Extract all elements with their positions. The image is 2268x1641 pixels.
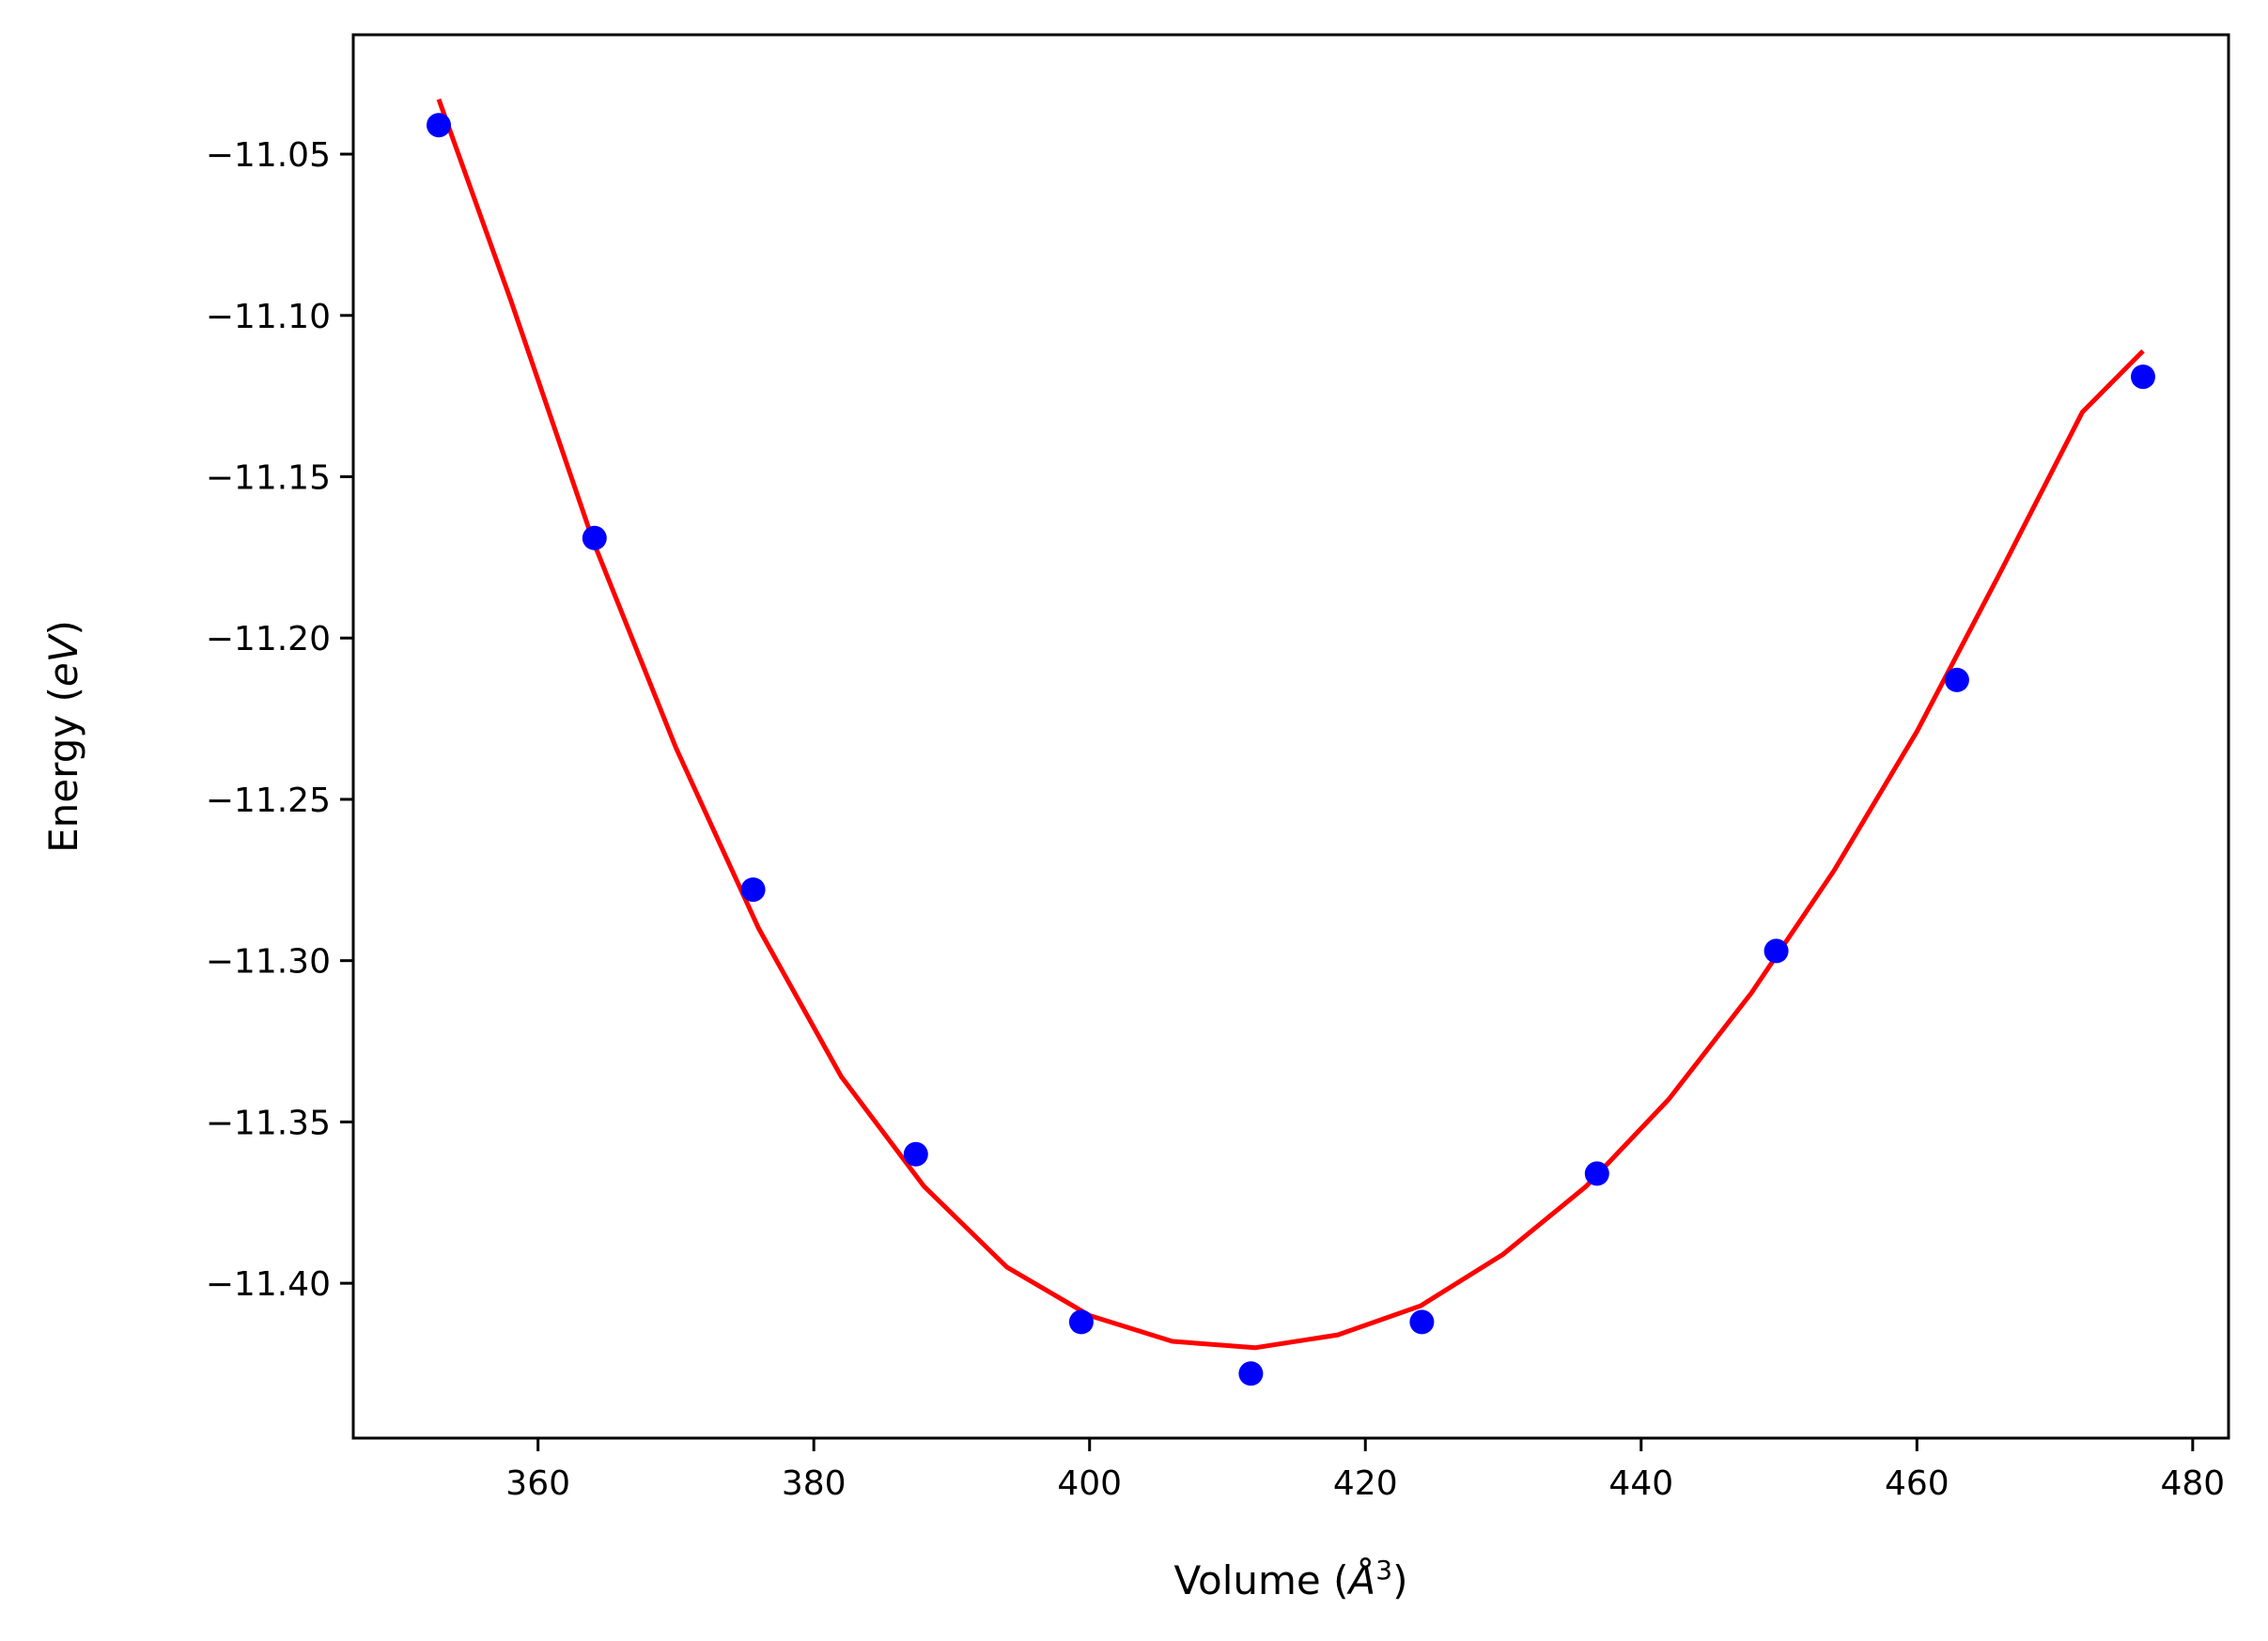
y-axis-ticks: −11.05 −11.10 −11.15 −11.20 −11.25 −11.30 −11.… bbox=[206, 136, 353, 1304]
x-tick-label: 400 bbox=[1057, 1464, 1122, 1503]
data-point bbox=[740, 877, 766, 903]
data-point bbox=[1068, 1309, 1094, 1335]
y-tick-label: −11.25 bbox=[206, 782, 331, 820]
y-tick-label: −11.15 bbox=[206, 459, 331, 498]
x-tick-label: 440 bbox=[1608, 1464, 1673, 1503]
data-point bbox=[2131, 364, 2155, 390]
y-tick-label: −11.05 bbox=[206, 136, 331, 175]
data-point bbox=[1763, 938, 1789, 964]
data-point bbox=[582, 525, 607, 550]
y-tick-label: −11.35 bbox=[206, 1104, 331, 1142]
data-point bbox=[903, 1141, 928, 1167]
axes-frame bbox=[351, 33, 2230, 1440]
y-tick-label: −11.40 bbox=[206, 1265, 331, 1304]
x-tick-label: 460 bbox=[1885, 1464, 1950, 1503]
y-tick-label: −11.20 bbox=[206, 620, 331, 658]
x-tick-label: 480 bbox=[2160, 1464, 2225, 1503]
x-axis-label: Volume (Å3) bbox=[1174, 1555, 1408, 1603]
x-tick-label: 360 bbox=[505, 1464, 570, 1503]
data-points-layer bbox=[427, 113, 2155, 1386]
y-tick-label: −11.30 bbox=[206, 943, 331, 982]
data-point bbox=[1409, 1309, 1435, 1335]
y-tick-label: −11.10 bbox=[206, 298, 331, 336]
x-axis-ticks: 360 380 400 420 440 460 480 bbox=[505, 1438, 2225, 1503]
fit-curve-layer bbox=[436, 98, 2145, 1351]
data-point bbox=[1238, 1361, 1264, 1386]
data-point bbox=[427, 113, 451, 138]
fit-curve-line bbox=[436, 98, 2145, 1351]
x-tick-label: 380 bbox=[782, 1464, 847, 1503]
data-point bbox=[1944, 667, 1969, 692]
data-point bbox=[1584, 1161, 1609, 1186]
y-axis-label: Energy (eV) bbox=[40, 620, 86, 853]
x-tick-label: 420 bbox=[1333, 1464, 1398, 1503]
